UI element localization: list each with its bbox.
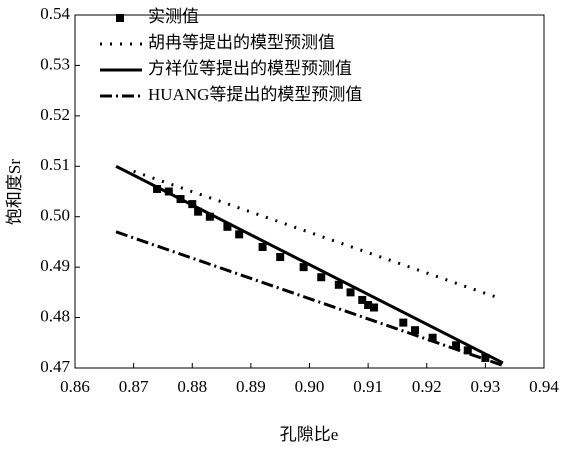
x-tick-label: 0.86 (60, 377, 90, 396)
data-point (463, 346, 472, 355)
data-point (399, 318, 408, 327)
data-point (205, 212, 214, 221)
x-tick-label: 0.92 (412, 377, 442, 396)
data-point (223, 222, 232, 231)
data-point (334, 280, 343, 289)
data-point (153, 184, 162, 193)
x-tick-label: 0.88 (177, 377, 207, 396)
series-line (115, 164, 504, 365)
data-point (428, 333, 437, 342)
data-point (452, 341, 461, 350)
x-tick-label: 0.91 (353, 377, 383, 396)
data-point (194, 207, 203, 216)
y-tick-label: 0.47 (40, 357, 70, 376)
series-line (133, 169, 498, 299)
data-point (258, 242, 267, 251)
legend-label: 胡冉等提出的模型预测值 (148, 33, 335, 52)
series-line (115, 230, 504, 367)
data-point (276, 253, 285, 262)
legend-label: 实测值 (148, 7, 199, 26)
x-tick-label: 0.90 (295, 377, 325, 396)
data-point (364, 300, 373, 309)
data-point (411, 326, 420, 335)
y-tick-label: 0.50 (40, 206, 70, 225)
y-tick-label: 0.51 (40, 155, 70, 174)
data-point (358, 295, 367, 304)
legend-label: HUANG等提出的模型预测值 (148, 85, 362, 104)
legend-marker (116, 14, 124, 22)
y-axis-label: 饱和度Sr (5, 159, 24, 225)
y-tick-label: 0.53 (40, 54, 70, 73)
y-tick-label: 0.48 (40, 306, 70, 325)
x-tick-label: 0.94 (529, 377, 559, 396)
data-point (369, 303, 378, 312)
y-tick-label: 0.54 (40, 4, 70, 23)
y-tick-label: 0.52 (40, 105, 70, 124)
x-tick-label: 0.93 (471, 377, 501, 396)
data-point (317, 273, 326, 282)
data-point (299, 263, 308, 272)
data-point (346, 288, 355, 297)
y-tick-label: 0.49 (40, 256, 70, 275)
data-point (235, 230, 244, 239)
x-tick-label: 0.87 (119, 377, 149, 396)
x-tick-label: 0.89 (236, 377, 266, 396)
legend-label: 方祥位等提出的模型预测值 (148, 59, 352, 78)
x-axis-label: 孔隙比e (280, 425, 339, 444)
